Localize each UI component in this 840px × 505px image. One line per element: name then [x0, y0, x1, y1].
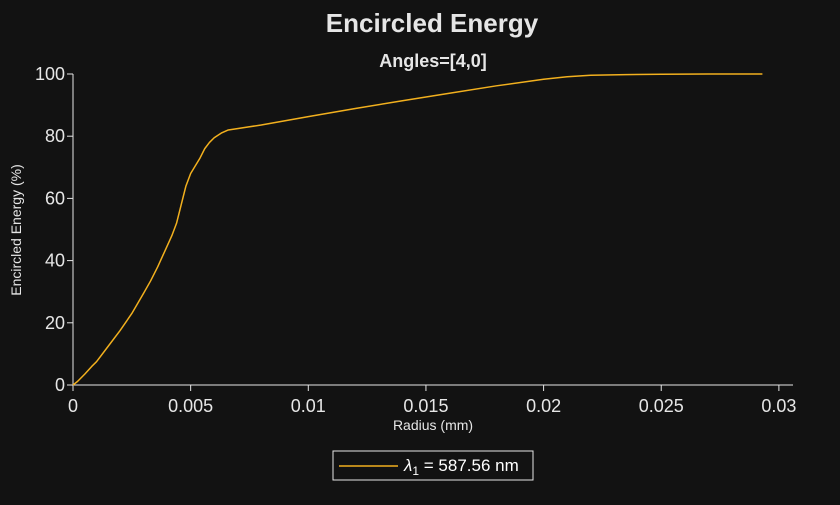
series-line-1	[72, 73, 763, 386]
x-tick-label: 0.025	[639, 396, 684, 416]
chart-subtitle: Angles=[4,0]	[379, 51, 487, 71]
y-tick-label: 60	[45, 188, 65, 208]
y-ticks: 0 20 40 60 80 100	[35, 64, 73, 395]
axes	[72, 74, 793, 386]
y-tick-label: 0	[55, 375, 65, 395]
x-tick-label: 0.02	[526, 396, 561, 416]
y-axis-label: Encircled Energy (%)	[8, 164, 24, 296]
chart-title: Encircled Energy	[326, 8, 539, 38]
y-tick-label: 100	[35, 64, 65, 84]
y-tick-label: 40	[45, 251, 65, 271]
legend: λ1 = 587.56 nm	[332, 450, 534, 481]
legend-symbol: λ	[403, 456, 412, 475]
y-tick-label: 20	[45, 313, 65, 333]
x-tick-label: 0.03	[761, 396, 796, 416]
legend-label: λ1 = 587.56 nm	[403, 456, 519, 478]
x-ticks: 0 0.005 0.01 0.015 0.02 0.025 0.03	[68, 385, 796, 416]
x-axis-label: Radius (mm)	[393, 417, 473, 433]
series-layer	[72, 73, 763, 386]
x-tick-label: 0	[68, 396, 78, 416]
x-tick-label: 0.005	[168, 396, 213, 416]
legend-subscript: 1	[412, 464, 419, 478]
x-tick-label: 0.015	[403, 396, 448, 416]
y-tick-label: 80	[45, 126, 65, 146]
legend-rest: = 587.56 nm	[419, 456, 519, 475]
x-tick-label: 0.01	[291, 396, 326, 416]
